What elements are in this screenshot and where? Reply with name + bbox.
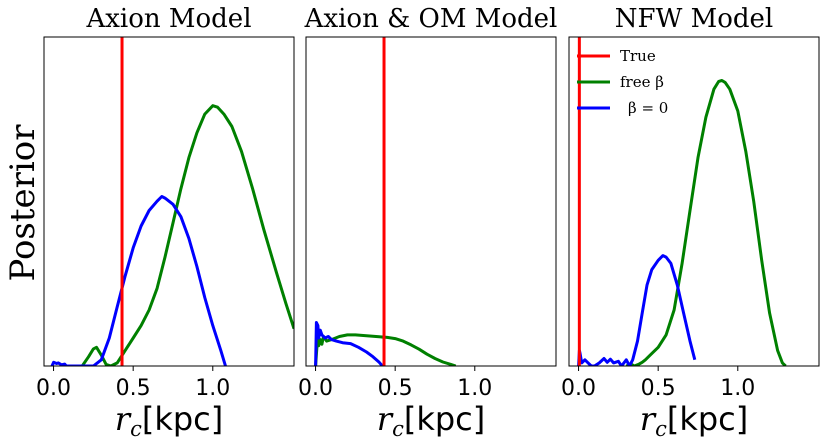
legend: True free β β = 0 xyxy=(577,47,668,117)
legend-label-beta-zero: β = 0 xyxy=(628,99,668,117)
x-tick-label: 0.5 xyxy=(641,376,676,401)
plot-lines xyxy=(314,37,457,366)
x-tick-label: 0.5 xyxy=(378,376,413,401)
plot-frame xyxy=(305,36,557,367)
plot-frame xyxy=(43,36,295,367)
panel-nfw: NFW Model 0.0 0.5 1.0 rc[kpc] True free β … xyxy=(561,4,820,441)
legend-label-true: True xyxy=(620,47,656,65)
series-line-free-beta xyxy=(314,333,457,366)
x-axis-label: rc[kpc] xyxy=(115,400,223,441)
panel-axion: Axion Model 0.0 0.5 1.0 rc[kpc] xyxy=(36,4,295,441)
x-axis-label: rc[kpc] xyxy=(640,400,748,441)
x-tick-label: 0.0 xyxy=(561,376,596,401)
legend-label-free-beta: free β xyxy=(620,73,664,91)
x-tick-label: 1.0 xyxy=(457,376,492,401)
x-ticks: 0.0 0.5 1.0 xyxy=(36,366,230,401)
series-line-beta-zero xyxy=(577,254,697,366)
panel-title: Axion & OM Model xyxy=(304,4,558,34)
x-ticks: 0.0 0.5 1.0 xyxy=(298,366,492,401)
plot-lines xyxy=(50,37,294,366)
plot-frame xyxy=(568,36,820,367)
series-line-beta-zero xyxy=(314,321,384,366)
x-axis-label: rc[kpc] xyxy=(377,400,485,441)
plot-lines xyxy=(577,37,787,366)
x-tick-label: 0.0 xyxy=(298,376,333,401)
x-tick-label: 1.0 xyxy=(720,376,755,401)
x-tick-label: 0.5 xyxy=(116,376,151,401)
x-tick-label: 0.0 xyxy=(36,376,71,401)
x-tick-label: 1.0 xyxy=(195,376,230,401)
x-ticks: 0.0 0.5 1.0 xyxy=(561,366,755,401)
series-line-free-beta xyxy=(80,104,294,366)
series-line-beta-zero xyxy=(50,195,227,366)
y-axis-label: Posterior xyxy=(3,124,43,282)
panel-axion-om: Axion & OM Model 0.0 0.5 1.0 rc[kpc] xyxy=(298,4,557,441)
series-line-free-beta xyxy=(625,79,787,366)
panel-title: NFW Model xyxy=(615,4,773,34)
panel-title: Axion Model xyxy=(85,4,251,34)
